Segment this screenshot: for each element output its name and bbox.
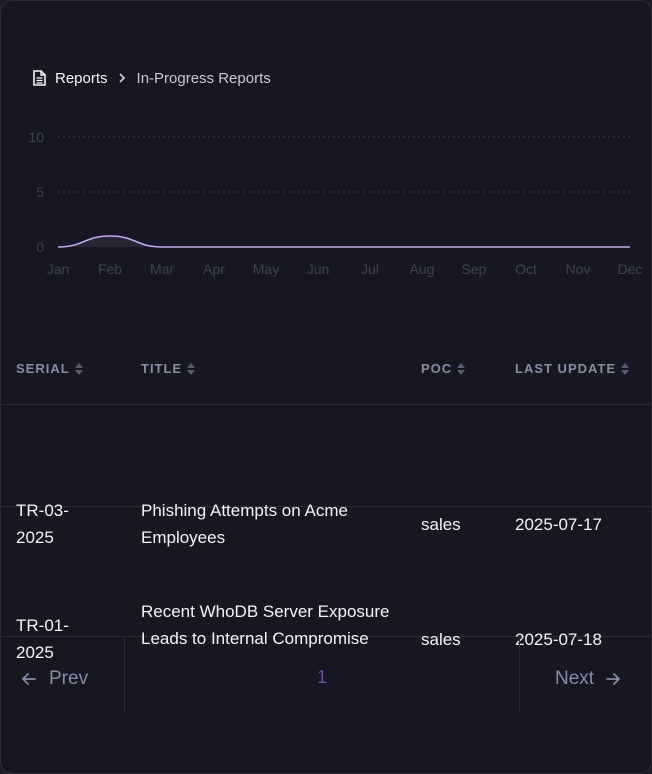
series-line bbox=[57, 235, 630, 248]
next-label: Next bbox=[555, 668, 595, 689]
title-cell: Phishing Attempts on Acme Employees bbox=[141, 501, 348, 547]
reports-chart: 0 5 10 Jan Feb Mar Apr May Jun Jul Aug Sep Oct Nov Dec bbox=[1, 121, 651, 291]
x-tick-label: Apr bbox=[203, 261, 225, 277]
serial-cell: TR-01-2025 bbox=[16, 616, 69, 662]
x-tick-label: Jun bbox=[307, 261, 330, 277]
y-tick-label: 0 bbox=[36, 239, 44, 255]
serial-cell: TR-03-2025 bbox=[16, 501, 69, 547]
area-chart: 0 5 10 Jan Feb Mar Apr May Jun Jul Aug Sep Oct Nov Dec bbox=[28, 129, 643, 277]
breadcrumb: Reports In-Progress Reports bbox=[32, 67, 271, 89]
pagination: Prev 1 Next bbox=[1, 637, 651, 713]
last-update-cell: 2025-07-18 bbox=[515, 630, 602, 649]
header-serial[interactable]: SERIAL bbox=[16, 361, 83, 376]
x-tick-label: Sep bbox=[462, 261, 487, 277]
last-update-cell: 2025-07-17 bbox=[515, 515, 602, 534]
header-serial-label: SERIAL bbox=[16, 361, 70, 376]
arrow-left-icon bbox=[22, 673, 36, 685]
header-last-update[interactable]: LAST UPDATE bbox=[515, 361, 630, 376]
next-page-button[interactable]: Next bbox=[555, 668, 622, 690]
y-tick-label: 5 bbox=[36, 184, 44, 200]
x-tick-label: Jul bbox=[361, 261, 379, 277]
table-row[interactable]: TR-03-2025 Phishing Attempts on Acme Emp… bbox=[1, 405, 651, 547]
pagination-divider bbox=[519, 637, 520, 713]
poc-cell: sales bbox=[421, 515, 461, 534]
x-tick-label: Mar bbox=[150, 261, 174, 277]
x-tick-label: Aug bbox=[410, 261, 435, 277]
x-tick-label: Jan bbox=[47, 261, 70, 277]
series-area bbox=[58, 236, 630, 247]
header-poc-label: POC bbox=[421, 361, 453, 376]
x-tick-label: Oct bbox=[515, 261, 537, 277]
page-number[interactable]: 1 bbox=[317, 667, 328, 687]
poc-cell: sales bbox=[421, 630, 461, 649]
arrow-right-icon bbox=[606, 673, 620, 685]
title-cell: Recent WhoDB Server Exposure Leads to In… bbox=[141, 602, 390, 648]
x-tick-label: Dec bbox=[618, 261, 643, 277]
reports-table: SERIAL TITLE POC LAST UPDATE TR-03-2025 … bbox=[1, 336, 651, 662]
x-tick-label: Nov bbox=[566, 261, 591, 277]
breadcrumb-current: In-Progress Reports bbox=[136, 69, 271, 87]
breadcrumb-reports-link[interactable]: Reports bbox=[55, 69, 108, 87]
sort-icon bbox=[457, 362, 466, 375]
chevron-right-icon bbox=[118, 73, 125, 83]
table-row[interactable]: TR-01-2025 Recent WhoDB Server Exposure … bbox=[1, 507, 651, 662]
prev-page-button[interactable]: Prev bbox=[20, 668, 88, 690]
x-tick-label: May bbox=[253, 261, 279, 277]
prev-label: Prev bbox=[49, 668, 89, 689]
sort-icon bbox=[187, 362, 196, 375]
header-poc[interactable]: POC bbox=[421, 361, 466, 376]
sort-icon bbox=[74, 362, 83, 375]
header-title[interactable]: TITLE bbox=[141, 361, 196, 376]
header-title-label: TITLE bbox=[141, 361, 183, 376]
sort-icon bbox=[621, 362, 630, 375]
x-tick-label: Feb bbox=[98, 261, 122, 277]
y-tick-label: 10 bbox=[28, 129, 44, 145]
pagination-divider bbox=[124, 637, 125, 713]
document-icon bbox=[33, 70, 46, 86]
table-header: SERIAL TITLE POC LAST UPDATE bbox=[1, 336, 651, 405]
header-last-update-label: LAST UPDATE bbox=[515, 361, 617, 376]
